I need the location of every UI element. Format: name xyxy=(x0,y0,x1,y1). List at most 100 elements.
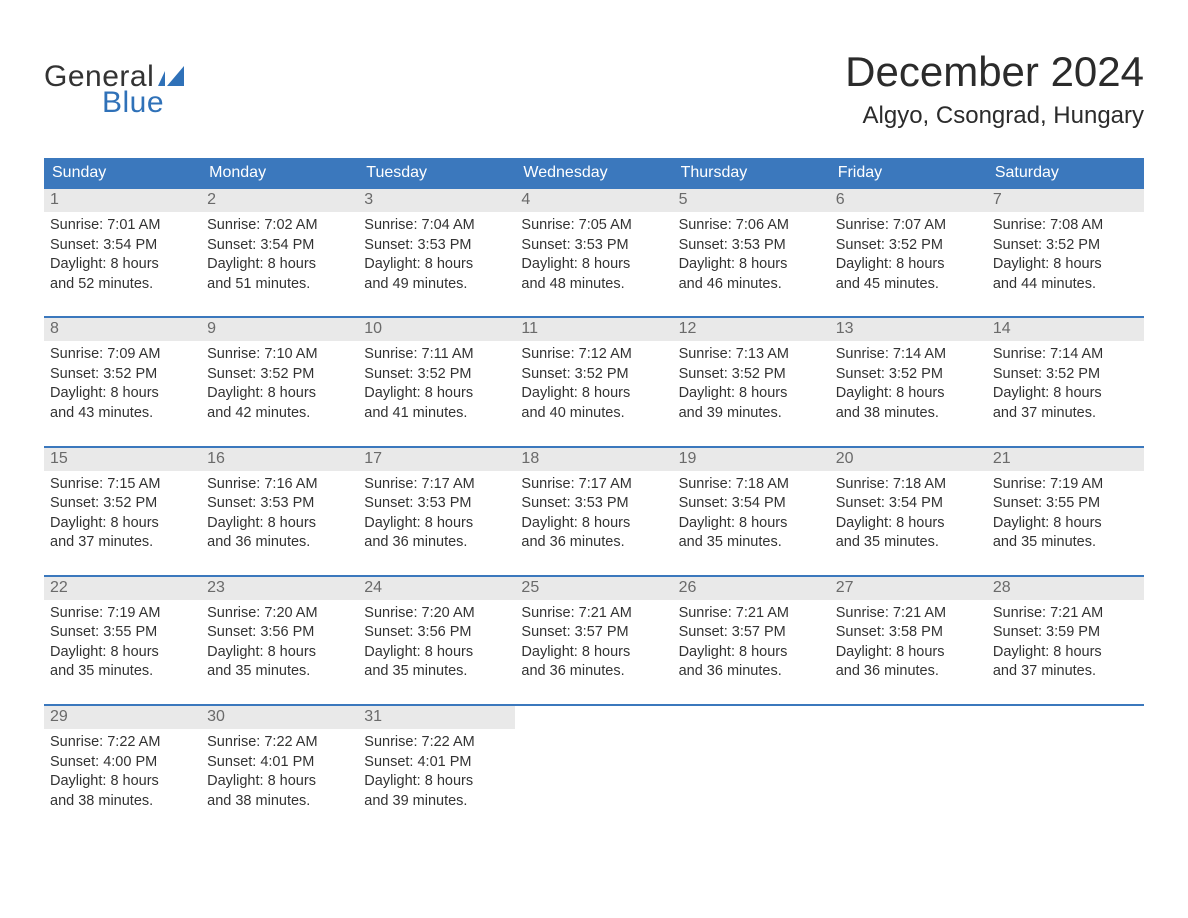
day-number: 3 xyxy=(358,189,515,212)
day-number: 9 xyxy=(201,318,358,341)
day-sunrise: Sunrise: 7:10 AM xyxy=(207,345,352,365)
day-sunset: Sunset: 3:53 PM xyxy=(521,494,666,514)
day-day1: Daylight: 8 hours xyxy=(679,514,824,534)
day-details: Sunrise: 7:22 AMSunset: 4:00 PMDaylight:… xyxy=(44,729,201,811)
day-sunrise: Sunrise: 7:19 AM xyxy=(993,475,1138,495)
calendar-day: 29Sunrise: 7:22 AMSunset: 4:00 PMDayligh… xyxy=(44,706,201,821)
day-number: 27 xyxy=(830,577,987,600)
day-details: Sunrise: 7:10 AMSunset: 3:52 PMDaylight:… xyxy=(201,341,358,423)
day-day1: Daylight: 8 hours xyxy=(993,255,1138,275)
day-day2: and 35 minutes. xyxy=(836,533,981,553)
day-day2: and 45 minutes. xyxy=(836,275,981,295)
calendar-day: 11Sunrise: 7:12 AMSunset: 3:52 PMDayligh… xyxy=(515,318,672,433)
calendar-day: 9Sunrise: 7:10 AMSunset: 3:52 PMDaylight… xyxy=(201,318,358,433)
day-number: 5 xyxy=(673,189,830,212)
day-day2: and 46 minutes. xyxy=(679,275,824,295)
day-sunset: Sunset: 4:01 PM xyxy=(207,753,352,773)
day-sunset: Sunset: 3:54 PM xyxy=(50,236,195,256)
day-day1: Daylight: 8 hours xyxy=(207,772,352,792)
day-day2: and 39 minutes. xyxy=(364,792,509,812)
day-day2: and 37 minutes. xyxy=(993,404,1138,424)
weekday-header: Thursday xyxy=(673,158,830,189)
day-number: 11 xyxy=(515,318,672,341)
day-sunrise: Sunrise: 7:20 AM xyxy=(364,604,509,624)
day-day1: Daylight: 8 hours xyxy=(521,255,666,275)
day-sunset: Sunset: 3:52 PM xyxy=(993,365,1138,385)
day-sunrise: Sunrise: 7:06 AM xyxy=(679,216,824,236)
day-number: 25 xyxy=(515,577,672,600)
day-sunset: Sunset: 3:52 PM xyxy=(836,365,981,385)
day-details: Sunrise: 7:05 AMSunset: 3:53 PMDaylight:… xyxy=(515,212,672,294)
day-number: 8 xyxy=(44,318,201,341)
day-details: Sunrise: 7:12 AMSunset: 3:52 PMDaylight:… xyxy=(515,341,672,423)
day-day1: Daylight: 8 hours xyxy=(207,514,352,534)
day-day1: Daylight: 8 hours xyxy=(364,255,509,275)
day-sunset: Sunset: 3:57 PM xyxy=(679,623,824,643)
calendar-week: 22Sunrise: 7:19 AMSunset: 3:55 PMDayligh… xyxy=(44,575,1144,692)
calendar-day: 23Sunrise: 7:20 AMSunset: 3:56 PMDayligh… xyxy=(201,577,358,692)
day-day1: Daylight: 8 hours xyxy=(521,514,666,534)
day-number: 30 xyxy=(201,706,358,729)
calendar-day: 21Sunrise: 7:19 AMSunset: 3:55 PMDayligh… xyxy=(987,448,1144,563)
calendar-day: 14Sunrise: 7:14 AMSunset: 3:52 PMDayligh… xyxy=(987,318,1144,433)
day-day1: Daylight: 8 hours xyxy=(364,514,509,534)
day-sunrise: Sunrise: 7:17 AM xyxy=(521,475,666,495)
calendar-day: 25Sunrise: 7:21 AMSunset: 3:57 PMDayligh… xyxy=(515,577,672,692)
day-day2: and 39 minutes. xyxy=(679,404,824,424)
day-sunset: Sunset: 3:54 PM xyxy=(836,494,981,514)
calendar-day: 1Sunrise: 7:01 AMSunset: 3:54 PMDaylight… xyxy=(44,189,201,304)
day-details: Sunrise: 7:22 AMSunset: 4:01 PMDaylight:… xyxy=(358,729,515,811)
calendar-day: 24Sunrise: 7:20 AMSunset: 3:56 PMDayligh… xyxy=(358,577,515,692)
day-sunrise: Sunrise: 7:22 AM xyxy=(364,733,509,753)
day-sunset: Sunset: 3:53 PM xyxy=(364,494,509,514)
calendar-day: 28Sunrise: 7:21 AMSunset: 3:59 PMDayligh… xyxy=(987,577,1144,692)
day-sunrise: Sunrise: 7:14 AM xyxy=(993,345,1138,365)
day-sunset: Sunset: 3:54 PM xyxy=(679,494,824,514)
calendar-day: 2Sunrise: 7:02 AMSunset: 3:54 PMDaylight… xyxy=(201,189,358,304)
day-details: Sunrise: 7:21 AMSunset: 3:57 PMDaylight:… xyxy=(515,600,672,682)
day-sunrise: Sunrise: 7:19 AM xyxy=(50,604,195,624)
day-sunrise: Sunrise: 7:02 AM xyxy=(207,216,352,236)
day-sunset: Sunset: 3:52 PM xyxy=(836,236,981,256)
day-details: Sunrise: 7:20 AMSunset: 3:56 PMDaylight:… xyxy=(201,600,358,682)
day-day1: Daylight: 8 hours xyxy=(836,643,981,663)
day-details: Sunrise: 7:02 AMSunset: 3:54 PMDaylight:… xyxy=(201,212,358,294)
day-number: 28 xyxy=(987,577,1144,600)
day-sunrise: Sunrise: 7:13 AM xyxy=(679,345,824,365)
calendar-day: 6Sunrise: 7:07 AMSunset: 3:52 PMDaylight… xyxy=(830,189,987,304)
day-sunrise: Sunrise: 7:21 AM xyxy=(836,604,981,624)
day-sunset: Sunset: 4:01 PM xyxy=(364,753,509,773)
day-details: Sunrise: 7:17 AMSunset: 3:53 PMDaylight:… xyxy=(358,471,515,553)
day-sunrise: Sunrise: 7:09 AM xyxy=(50,345,195,365)
weekday-header: Sunday xyxy=(44,158,201,189)
weekday-header: Tuesday xyxy=(358,158,515,189)
day-day2: and 37 minutes. xyxy=(50,533,195,553)
calendar-grid: Sunday Monday Tuesday Wednesday Thursday… xyxy=(44,158,1144,821)
day-sunrise: Sunrise: 7:04 AM xyxy=(364,216,509,236)
day-sunrise: Sunrise: 7:21 AM xyxy=(679,604,824,624)
day-details: Sunrise: 7:20 AMSunset: 3:56 PMDaylight:… xyxy=(358,600,515,682)
calendar-day xyxy=(673,706,830,821)
day-sunrise: Sunrise: 7:17 AM xyxy=(364,475,509,495)
calendar-day xyxy=(515,706,672,821)
day-day2: and 40 minutes. xyxy=(521,404,666,424)
day-details: Sunrise: 7:22 AMSunset: 4:01 PMDaylight:… xyxy=(201,729,358,811)
day-number: 13 xyxy=(830,318,987,341)
calendar-day: 3Sunrise: 7:04 AMSunset: 3:53 PMDaylight… xyxy=(358,189,515,304)
day-details: Sunrise: 7:13 AMSunset: 3:52 PMDaylight:… xyxy=(673,341,830,423)
day-sunrise: Sunrise: 7:22 AM xyxy=(207,733,352,753)
day-sunrise: Sunrise: 7:07 AM xyxy=(836,216,981,236)
day-day2: and 35 minutes. xyxy=(50,662,195,682)
day-day1: Daylight: 8 hours xyxy=(207,255,352,275)
day-day1: Daylight: 8 hours xyxy=(50,643,195,663)
day-day1: Daylight: 8 hours xyxy=(836,384,981,404)
weekday-header: Saturday xyxy=(987,158,1144,189)
day-sunrise: Sunrise: 7:15 AM xyxy=(50,475,195,495)
calendar-day: 19Sunrise: 7:18 AMSunset: 3:54 PMDayligh… xyxy=(673,448,830,563)
day-day2: and 36 minutes. xyxy=(521,662,666,682)
weekday-header: Monday xyxy=(201,158,358,189)
day-day2: and 36 minutes. xyxy=(679,662,824,682)
day-day2: and 49 minutes. xyxy=(364,275,509,295)
calendar-day: 4Sunrise: 7:05 AMSunset: 3:53 PMDaylight… xyxy=(515,189,672,304)
day-day1: Daylight: 8 hours xyxy=(207,643,352,663)
